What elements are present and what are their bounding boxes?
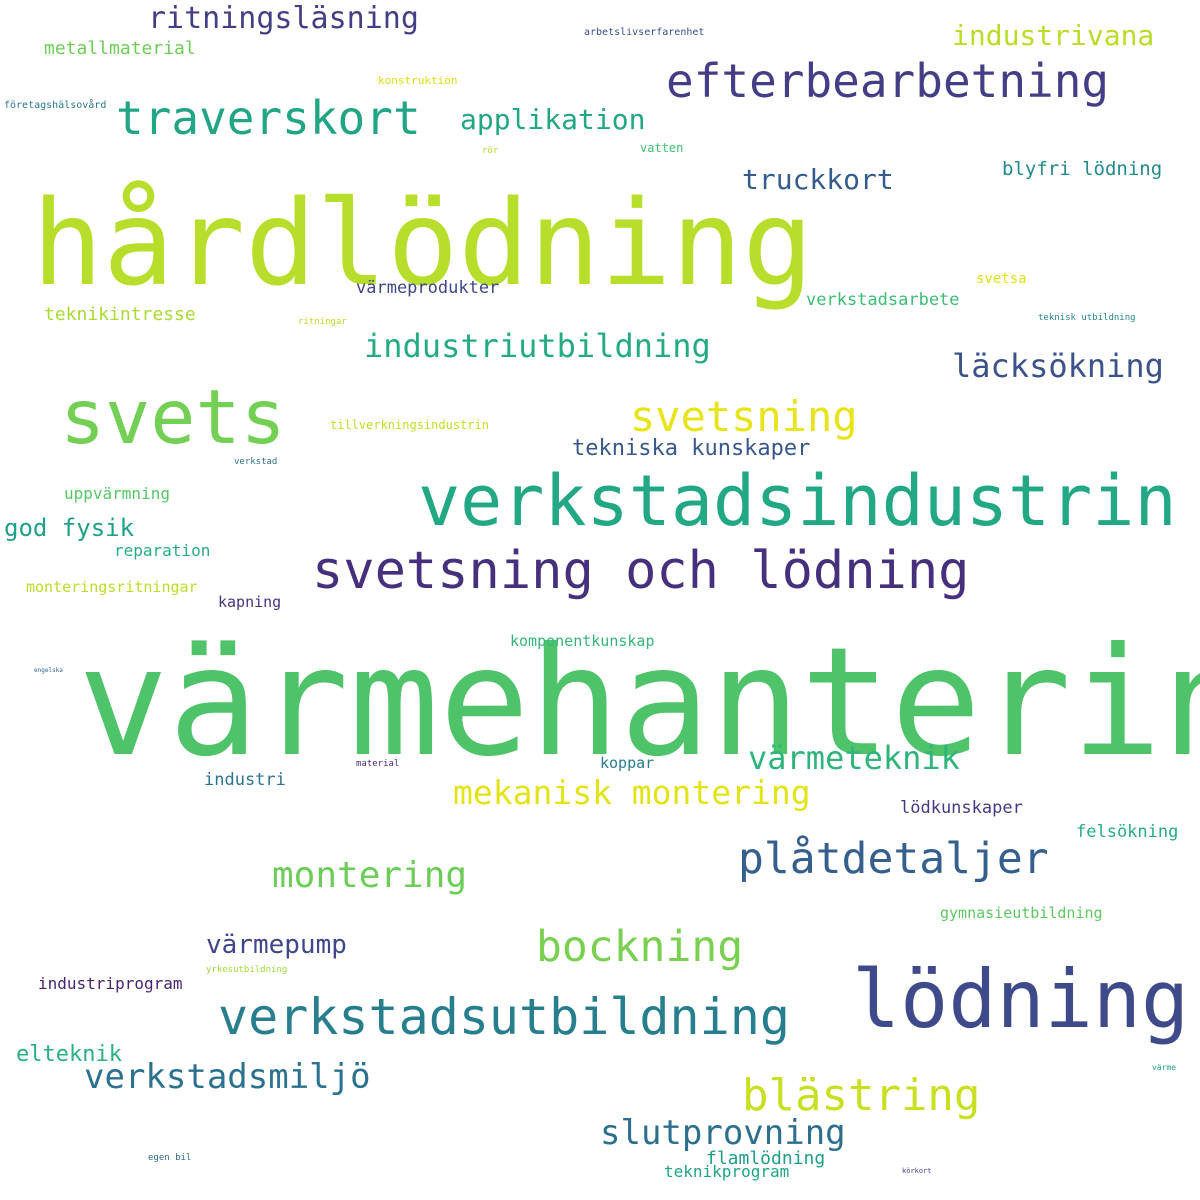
word: värmeteknik bbox=[748, 739, 960, 777]
word: tillverkningsindustrin bbox=[330, 418, 489, 432]
word: bockning bbox=[536, 922, 744, 972]
word: reparation bbox=[114, 541, 211, 560]
word: teknikprogram bbox=[664, 1162, 790, 1181]
word: industrivana bbox=[952, 19, 1155, 52]
word: applikation bbox=[460, 103, 646, 136]
word: traverskort bbox=[116, 91, 421, 145]
word: rör bbox=[482, 146, 499, 156]
word: industriprogram bbox=[38, 974, 183, 993]
word: teknisk utbildning bbox=[1038, 313, 1136, 323]
word: körkort bbox=[902, 1167, 932, 1175]
word: svetsa bbox=[976, 271, 1027, 287]
word: monteringsritningar bbox=[26, 578, 198, 596]
word: uppvärmning bbox=[64, 484, 170, 503]
word: industri bbox=[204, 770, 286, 790]
word: god fysik bbox=[4, 514, 135, 542]
word: truckkort bbox=[742, 163, 894, 196]
word: ritningsläsning bbox=[148, 1, 419, 36]
word: slutprovning bbox=[600, 1113, 846, 1153]
word: värmehantering bbox=[78, 616, 1200, 790]
word: läcksökning bbox=[952, 347, 1164, 385]
word: blyfri lödning bbox=[1002, 158, 1163, 180]
word: industriutbildning bbox=[364, 327, 711, 365]
word: verkstadsindustrin bbox=[418, 460, 1177, 542]
word: material bbox=[356, 759, 400, 769]
word: värmeprodukter bbox=[356, 278, 500, 298]
word: verkstadsutbildning bbox=[218, 988, 790, 1046]
word: verkstadsarbete bbox=[806, 290, 960, 310]
word: svetsning och lödning bbox=[312, 541, 970, 601]
word: plåtdetaljer bbox=[738, 834, 1049, 884]
word: efterbearbetning bbox=[666, 54, 1110, 108]
word: egen bil bbox=[148, 1153, 192, 1163]
word: svets bbox=[60, 373, 286, 461]
word: värme bbox=[1152, 1063, 1177, 1072]
word: teknikintresse bbox=[44, 304, 196, 325]
word: verkstadsmiljö bbox=[84, 1057, 371, 1097]
word: hårdlödning bbox=[32, 174, 814, 312]
word: mekanisk montering bbox=[453, 773, 811, 812]
word: ritningar bbox=[298, 317, 347, 327]
word: svetsning bbox=[630, 392, 858, 441]
word: gymnasieutbildning bbox=[940, 904, 1103, 922]
word: flamlödning bbox=[706, 1148, 826, 1169]
word: tekniska kunskaper bbox=[572, 436, 811, 461]
word: konstruktion bbox=[378, 74, 458, 87]
word: koppar bbox=[600, 754, 655, 772]
word: elteknik bbox=[16, 1042, 122, 1067]
word: felsökning bbox=[1076, 822, 1179, 842]
word: värmepump bbox=[206, 930, 347, 960]
word: verkstad bbox=[234, 457, 278, 467]
word: montering bbox=[272, 855, 468, 896]
word: lödkunskaper bbox=[900, 798, 1023, 818]
word: företagshälsovård bbox=[4, 100, 107, 111]
word: engelska bbox=[34, 667, 63, 674]
word: arbetslivserfarenhet bbox=[584, 27, 705, 38]
word: blästring bbox=[742, 1070, 981, 1121]
word: kapning bbox=[218, 593, 282, 611]
word: metallmaterial bbox=[44, 38, 196, 59]
word: yrkesutbildning bbox=[206, 965, 288, 975]
word: vatten bbox=[640, 141, 684, 155]
word: komponentkunskap bbox=[510, 632, 655, 650]
word: lödning bbox=[852, 953, 1190, 1046]
